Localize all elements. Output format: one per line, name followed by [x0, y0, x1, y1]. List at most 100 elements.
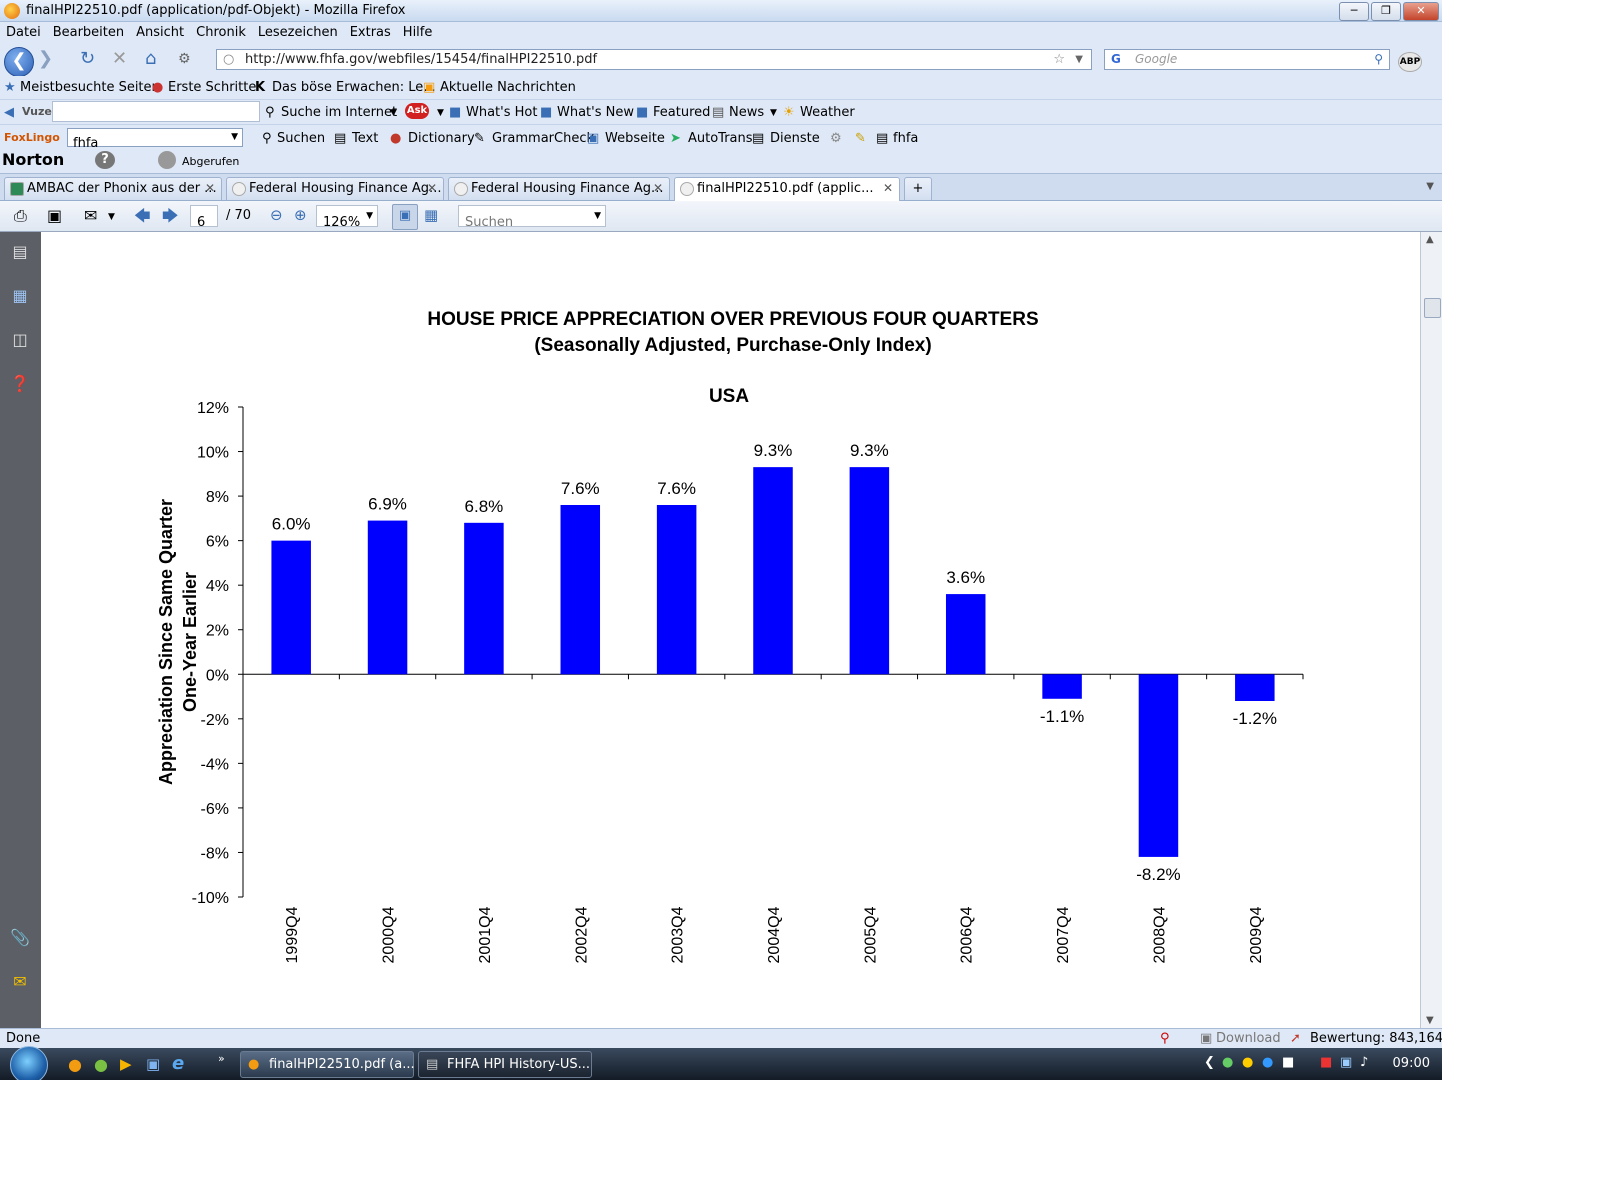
tray-icon-2[interactable]: ●: [1242, 1055, 1254, 1070]
weather-button[interactable]: Weather: [800, 105, 855, 120]
tray-icon-5[interactable]: ■: [1320, 1055, 1333, 1070]
foxlingo-text-button[interactable]: Text: [352, 131, 379, 146]
tray-icon-3[interactable]: ●: [1262, 1055, 1274, 1070]
stop-icon[interactable]: ✕: [112, 48, 128, 69]
tray-icon-4[interactable]: ■: [1282, 1055, 1295, 1070]
scroll-down-icon[interactable]: ▼: [1426, 1015, 1434, 1026]
tab-pdf-active[interactable]: finalHPI22510.pdf (applic... ✕: [674, 177, 900, 202]
reload-icon[interactable]: ↻: [80, 48, 96, 69]
close-button[interactable]: ✕: [1403, 2, 1439, 21]
ask-button[interactable]: Ask: [405, 103, 429, 119]
url-field[interactable]: ○ http://www.fhfa.gov/webfiles/15454/fin…: [216, 49, 1092, 70]
ask-dropdown-icon[interactable]: ▼: [437, 108, 444, 118]
google-icon[interactable]: G: [1111, 52, 1121, 66]
menu-chronik[interactable]: Chronik: [196, 25, 246, 40]
next-page-icon[interactable]: 🡆: [162, 206, 179, 225]
pages-icon[interactable]: ▤: [12, 242, 28, 261]
previous-page-icon[interactable]: 🡄: [134, 206, 151, 225]
print-icon[interactable]: ⎙: [14, 206, 27, 225]
foxlingo-query-input[interactable]: fhfa ▼: [67, 128, 243, 151]
email-icon[interactable]: ✉: [84, 206, 98, 225]
pdf-search-input[interactable]: Suchen ▼: [458, 205, 606, 230]
fit-page-icon[interactable]: ▦: [424, 206, 439, 224]
zoom-out-icon[interactable]: ⊖: [270, 206, 283, 224]
quicklaunch-desktop-icon[interactable]: ▣: [146, 1055, 161, 1073]
quicklaunch-chrome-icon[interactable]: ●: [94, 1055, 108, 1074]
foxlingo-suchen-button[interactable]: Suchen: [277, 131, 326, 146]
tray-expand-icon[interactable]: ❮: [1204, 1055, 1215, 1070]
back-button[interactable]: ❮: [4, 47, 34, 77]
quicklaunch-media-icon[interactable]: ▶: [120, 1055, 132, 1073]
close-tab-icon[interactable]: ✕: [882, 181, 893, 195]
menu-ansicht[interactable]: Ansicht: [136, 25, 185, 40]
foxlingo-logo[interactable]: FoxLingo: [4, 131, 60, 144]
url-dropdown-icon[interactable]: ▼: [1075, 54, 1083, 65]
fit-width-icon[interactable]: ▣: [392, 204, 418, 230]
norton-abgerufen-button[interactable]: Abgerufen: [182, 155, 240, 168]
bookmark-meistbesuchte[interactable]: Meistbesuchte Seiten: [20, 80, 160, 95]
email-dropdown-icon[interactable]: ▼: [108, 212, 115, 222]
help-icon[interactable]: ❓: [10, 374, 30, 393]
zoom-dropdown-icon[interactable]: ▼: [366, 211, 373, 221]
menu-extras[interactable]: Extras: [349, 25, 391, 40]
tray-icon-1[interactable]: ●: [1222, 1055, 1234, 1070]
norton-logo[interactable]: Norton: [2, 150, 65, 169]
news-button[interactable]: News: [729, 105, 765, 120]
bookmark-erwachen[interactable]: Das böse Erwachen: Le...: [272, 80, 436, 95]
pdf-search-dropdown-icon[interactable]: ▼: [594, 211, 601, 221]
menu-datei[interactable]: Datei: [6, 25, 41, 40]
quicklaunch-firefox-icon[interactable]: ●: [68, 1055, 82, 1074]
foxlingo-autotrans-button[interactable]: AutoTrans: [688, 131, 753, 146]
vuze-search-input[interactable]: [52, 101, 260, 122]
settings-icon[interactable]: ⚙: [830, 131, 842, 146]
minimize-button[interactable]: ─: [1339, 2, 1369, 21]
attachment-icon[interactable]: 📎: [10, 928, 30, 947]
download-link[interactable]: Download: [1216, 1031, 1281, 1046]
close-tab-icon[interactable]: ✕: [426, 181, 437, 195]
home-icon[interactable]: ⌂: [145, 48, 157, 69]
tab-fhfa-2[interactable]: Federal Housing Finance Ag... ✕: [448, 177, 670, 200]
highlight-icon[interactable]: ✎: [855, 131, 866, 146]
page-number-input[interactable]: 6: [190, 205, 218, 230]
vuze-search-button[interactable]: Suche im Internet: [281, 105, 398, 120]
news-dropdown-icon[interactable]: ▼: [770, 108, 777, 118]
save-icon[interactable]: ▣: [47, 206, 63, 225]
vertical-scrollbar[interactable]: ▲ ▼: [1420, 232, 1442, 1028]
zoom-in-icon[interactable]: ⊕: [294, 206, 307, 224]
foxlingo-webseite-button[interactable]: Webseite: [605, 131, 665, 146]
network-icon[interactable]: ▣: [1340, 1055, 1353, 1070]
quicklaunch-ie-icon[interactable]: e: [172, 1053, 185, 1074]
bookmark-nachrichten[interactable]: Aktuelle Nachrichten: [440, 80, 576, 95]
quicklaunch-overflow-icon[interactable]: »: [218, 1052, 225, 1065]
vuze-search-dropdown-icon[interactable]: ▼: [390, 108, 397, 118]
adblock-button[interactable]: ABP: [1398, 52, 1422, 72]
search-icon[interactable]: ⚲: [1374, 52, 1383, 66]
foxlingo-grammar-button[interactable]: GrammarCheck: [492, 131, 595, 146]
bookmarks-panel-icon[interactable]: ▦: [12, 286, 28, 305]
whats-new-button[interactable]: What's New: [557, 105, 634, 120]
foxlingo-fhfa-button[interactable]: fhfa: [893, 131, 919, 146]
taskbar-firefox-window[interactable]: ● finalHPI22510.pdf (a...: [240, 1051, 415, 1078]
new-tab-button[interactable]: +: [904, 177, 932, 200]
clock[interactable]: 09:00: [1392, 1056, 1430, 1071]
start-button[interactable]: [10, 1046, 48, 1080]
bookmark-star-icon[interactable]: ☆: [1053, 52, 1065, 67]
foxlingo-dropdown-icon[interactable]: ▼: [231, 132, 238, 142]
close-tab-icon[interactable]: ✕: [204, 181, 215, 195]
comments-icon[interactable]: ✉: [13, 972, 27, 991]
status-q-icon[interactable]: ⚲: [1160, 1031, 1170, 1046]
tab-ambac[interactable]: AMBAC der Phonix aus der ... ✕: [4, 177, 222, 200]
featured-button[interactable]: Featured: [653, 105, 711, 120]
menu-lesezeichen[interactable]: Lesezeichen: [257, 25, 338, 40]
close-tab-icon[interactable]: ✕: [652, 181, 663, 195]
volume-icon[interactable]: ♪: [1360, 1055, 1369, 1070]
foxlingo-dictionary-button[interactable]: Dictionary: [408, 131, 475, 146]
scroll-thumb[interactable]: [1424, 298, 1441, 318]
tab-list-dropdown-icon[interactable]: ▼: [1426, 181, 1434, 192]
norton-help-button[interactable]: ?: [95, 151, 115, 169]
tab-fhfa-1[interactable]: Federal Housing Finance Ag... ✕: [226, 177, 444, 200]
zoom-select[interactable]: 126% ▼: [316, 205, 378, 230]
forward-button[interactable]: ❯: [38, 48, 54, 69]
scroll-up-icon[interactable]: ▲: [1426, 234, 1434, 245]
menu-bearbeiten[interactable]: Bearbeiten: [52, 25, 125, 40]
